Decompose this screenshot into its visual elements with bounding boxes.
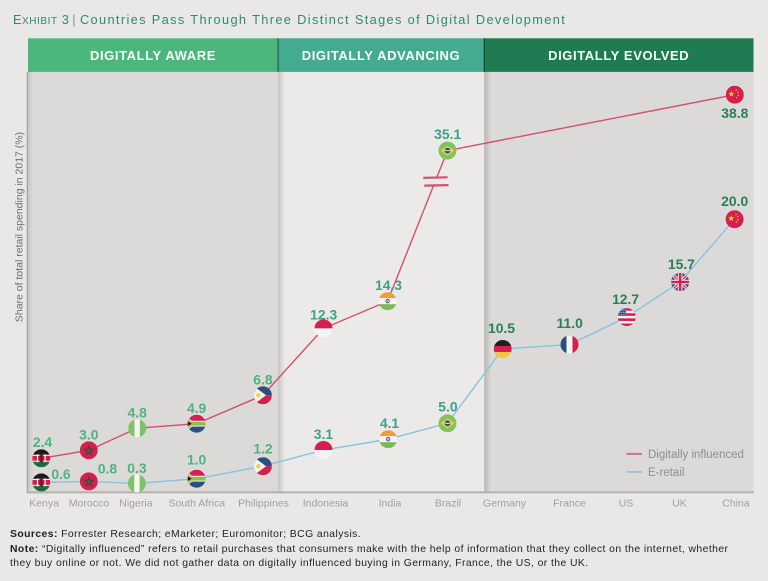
svg-text:0.8: 0.8 bbox=[98, 461, 118, 477]
svg-text:20.0: 20.0 bbox=[721, 193, 748, 209]
svg-text:3.1: 3.1 bbox=[314, 426, 334, 442]
svg-text:India: India bbox=[379, 497, 402, 509]
svg-text:Germany: Germany bbox=[483, 497, 527, 509]
svg-text:1.2: 1.2 bbox=[253, 441, 273, 457]
svg-text:DIGITALLY ADVANCING: DIGITALLY ADVANCING bbox=[302, 48, 461, 63]
svg-text:China: China bbox=[722, 497, 750, 509]
svg-text:UK: UK bbox=[672, 497, 687, 509]
svg-text:4.8: 4.8 bbox=[128, 405, 148, 421]
svg-text:South Africa: South Africa bbox=[168, 497, 225, 509]
svg-text:1.0: 1.0 bbox=[187, 451, 207, 467]
svg-text:Kenya: Kenya bbox=[29, 497, 59, 509]
svg-text:10.5: 10.5 bbox=[488, 320, 515, 336]
svg-text:Share of total retail spending: Share of total retail spending in 2017 (… bbox=[14, 132, 26, 322]
svg-text:DIGITALLY AWARE: DIGITALLY AWARE bbox=[90, 48, 216, 63]
svg-text:5.0: 5.0 bbox=[438, 399, 458, 415]
svg-text:11.0: 11.0 bbox=[557, 315, 584, 331]
svg-text:4.1: 4.1 bbox=[380, 415, 400, 431]
svg-text:4.9: 4.9 bbox=[187, 400, 207, 416]
svg-text:Nigeria: Nigeria bbox=[119, 497, 152, 509]
svg-text:12.7: 12.7 bbox=[612, 291, 639, 307]
svg-text:DIGITALLY EVOLVED: DIGITALLY EVOLVED bbox=[548, 48, 689, 63]
svg-text:Digitally influenced: Digitally influenced bbox=[648, 449, 744, 461]
svg-text:15.7: 15.7 bbox=[668, 256, 695, 272]
svg-text:Indonesia: Indonesia bbox=[303, 497, 349, 509]
svg-text:Brazil: Brazil bbox=[435, 497, 461, 509]
svg-text:0.3: 0.3 bbox=[127, 460, 147, 476]
svg-text:6.8: 6.8 bbox=[253, 371, 273, 387]
svg-text:35.1: 35.1 bbox=[434, 126, 461, 142]
svg-text:France: France bbox=[553, 497, 586, 509]
svg-text:Philippines: Philippines bbox=[238, 497, 289, 509]
svg-text:US: US bbox=[619, 497, 634, 509]
svg-text:2.4: 2.4 bbox=[33, 434, 53, 450]
svg-text:E-retail: E-retail bbox=[648, 467, 684, 479]
svg-text:38.8: 38.8 bbox=[721, 105, 748, 121]
svg-text:Morocco: Morocco bbox=[69, 497, 109, 509]
svg-text:12.3: 12.3 bbox=[310, 307, 337, 323]
svg-text:3.0: 3.0 bbox=[79, 427, 99, 443]
svg-text:14.3: 14.3 bbox=[375, 277, 402, 293]
svg-text:0.6: 0.6 bbox=[51, 466, 71, 482]
